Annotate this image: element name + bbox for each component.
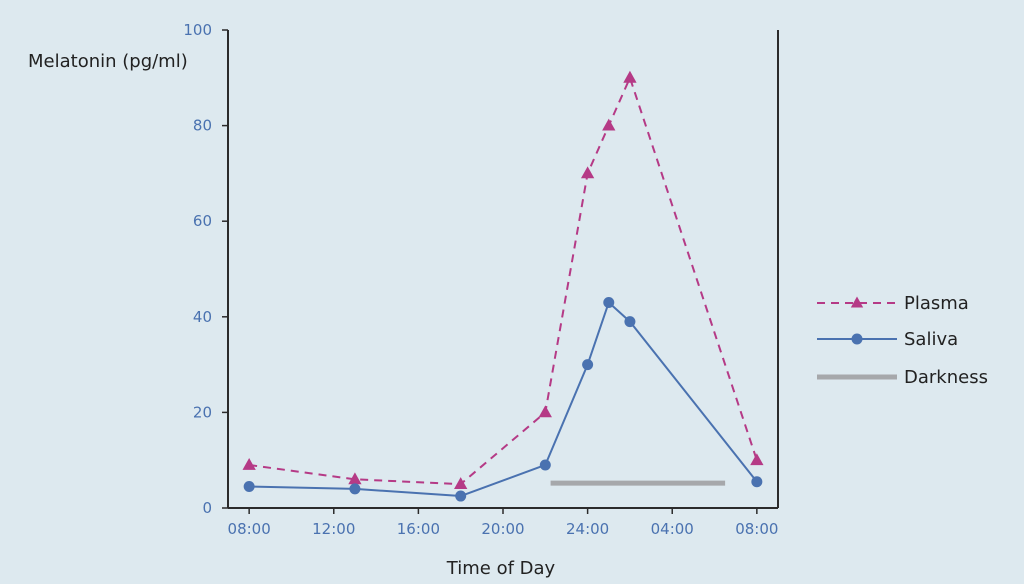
x-tick-label: 04:00: [651, 520, 694, 538]
saliva-point: [539, 459, 551, 471]
y-tick-label: 20: [193, 403, 212, 421]
x-axis-title: Time of Day: [446, 558, 556, 579]
legend-saliva-label: Saliva: [904, 329, 958, 350]
x-tick-label: 12:00: [312, 520, 355, 538]
plasma-point: [538, 405, 552, 418]
y-tick-label: 40: [193, 308, 212, 326]
legend-plasma-marker: [850, 296, 864, 308]
saliva-point: [603, 296, 615, 308]
y-axis-ticks: 0 20 40 60 80 100: [183, 21, 228, 517]
legend-plasma-label: Plasma: [904, 293, 969, 314]
legend: Plasma Saliva Darkness: [817, 293, 988, 388]
saliva-series-line: [249, 301, 758, 498]
plasma-point: [580, 166, 595, 179]
saliva-point: [751, 476, 763, 488]
plasma-point: [750, 453, 764, 466]
plasma-point: [454, 477, 468, 489]
y-tick-label: 80: [193, 117, 212, 135]
saliva-point: [582, 359, 594, 371]
x-axis-ticks: 08:00 12:00 16:00 20:00 24:00 04:00 08:00: [228, 508, 778, 538]
x-tick-label: 08:00: [735, 520, 778, 538]
y-tick-label: 100: [183, 21, 212, 39]
legend-saliva-marker: [851, 333, 863, 345]
series-layer: [242, 70, 764, 502]
plasma-series-line: [249, 76, 758, 486]
plasma-point: [242, 457, 256, 470]
saliva-point: [349, 483, 361, 495]
x-tick-label: 24:00: [566, 520, 609, 538]
y-tick-label: 60: [193, 212, 212, 230]
legend-darkness-label: Darkness: [904, 367, 988, 388]
saliva-point: [624, 316, 636, 328]
y-axis-title: Melatonin (pg/ml): [28, 51, 188, 72]
plasma-point: [602, 118, 616, 131]
plot-frame: [227, 30, 779, 509]
x-tick-label: 20:00: [481, 520, 524, 538]
x-tick-label: 08:00: [228, 520, 271, 538]
saliva-point: [243, 480, 255, 492]
x-tick-label: 16:00: [397, 520, 440, 538]
plasma-point: [623, 70, 637, 83]
plasma-point: [348, 472, 362, 485]
y-tick-label: 0: [202, 499, 212, 517]
saliva-point: [455, 490, 467, 502]
